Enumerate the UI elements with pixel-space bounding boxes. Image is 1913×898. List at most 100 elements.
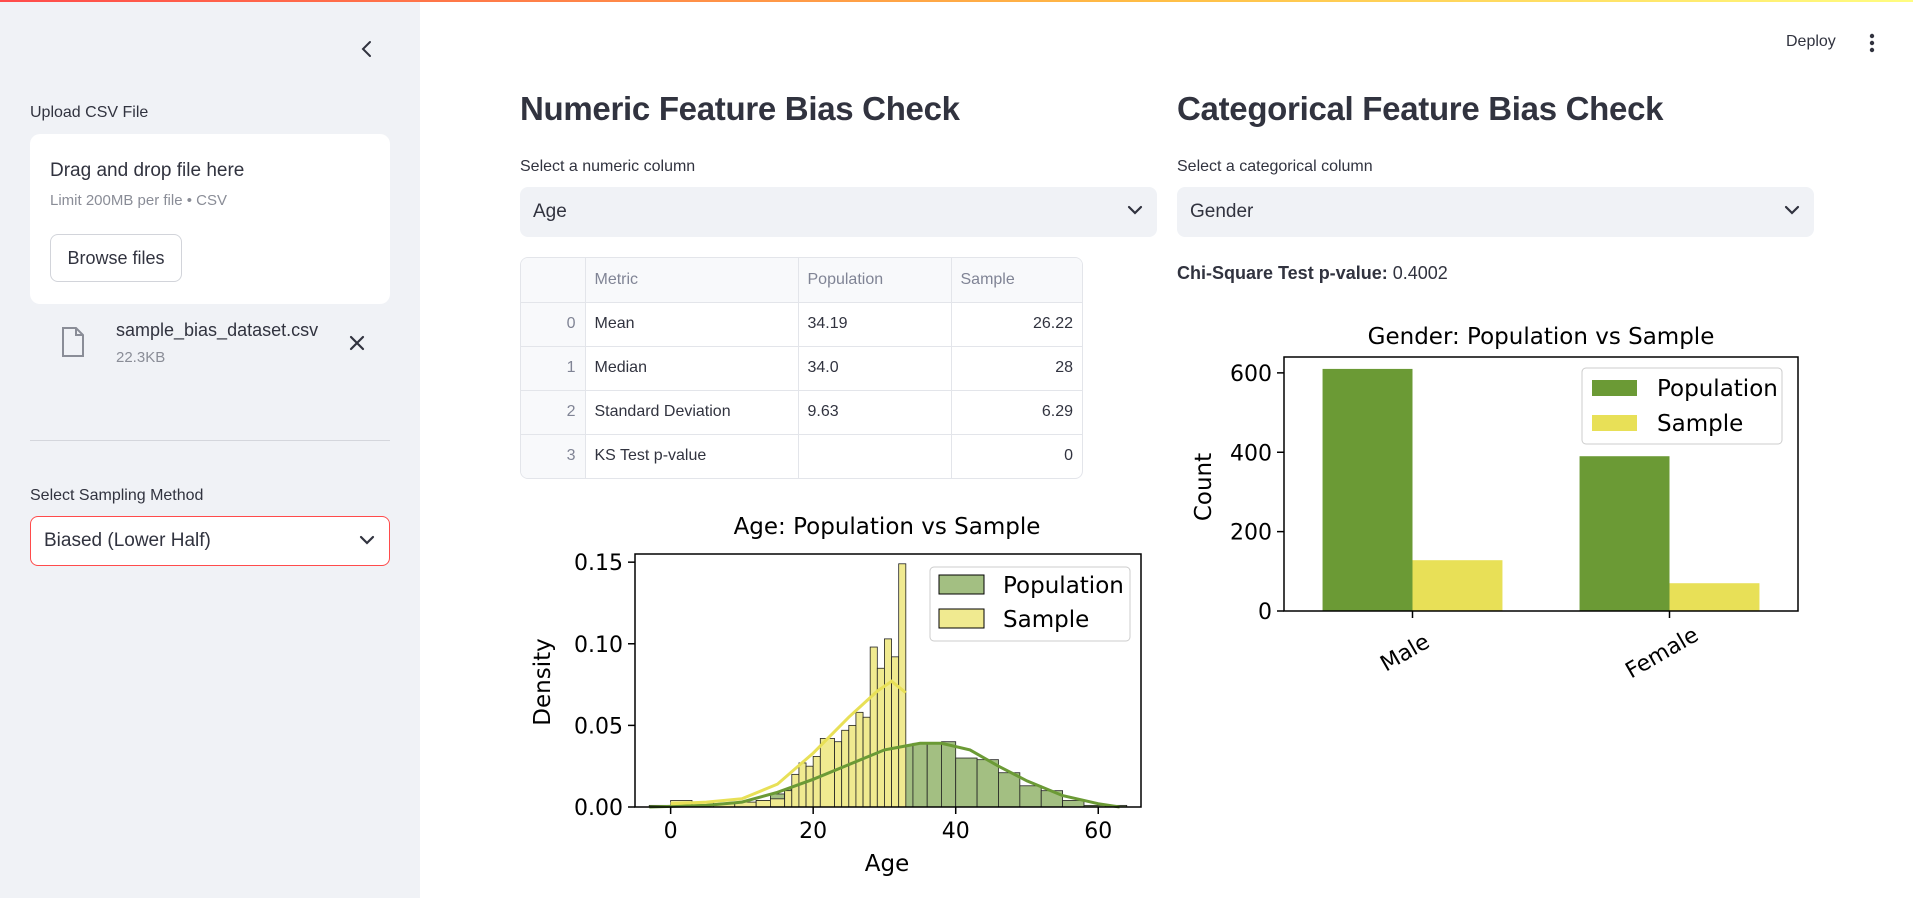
histogram-bar bbox=[805, 765, 814, 808]
table-cell: 34.0 bbox=[798, 346, 952, 391]
histogram-bar bbox=[898, 563, 907, 808]
column-header bbox=[521, 258, 586, 303]
histogram-bar bbox=[834, 741, 843, 808]
sidebar-divider bbox=[30, 440, 390, 441]
row-index: 2 bbox=[521, 390, 586, 435]
numeric-select-value: Age bbox=[533, 201, 567, 222]
column-header: Population bbox=[798, 258, 952, 303]
uploaded-file-name: sample_bias_dataset.csv bbox=[116, 320, 319, 340]
gender-bar-chart: Gender: Population vs Sample Male Female 0… bbox=[1191, 324, 1799, 684]
legend: Population Sample bbox=[929, 566, 1131, 642]
column-header: Metric bbox=[585, 258, 799, 303]
table-header-row: Metric Population Sample bbox=[521, 258, 1082, 303]
bar bbox=[1322, 368, 1413, 611]
y-tick-label: 200 bbox=[1230, 521, 1272, 546]
column-header: Sample bbox=[951, 258, 1082, 303]
histogram-bar bbox=[869, 646, 878, 808]
x-axis-label: Age bbox=[865, 851, 909, 877]
numeric-section-title: Numeric Feature Bias Check bbox=[520, 90, 960, 127]
histogram-bar bbox=[891, 656, 900, 808]
sampling-method-label: Select Sampling Method bbox=[30, 487, 204, 504]
table-cell: Mean bbox=[585, 302, 799, 347]
y-tick-label: 600 bbox=[1230, 362, 1272, 387]
y-tick-label: 400 bbox=[1230, 441, 1272, 466]
sampling-method-value: Biased (Lower Half) bbox=[44, 530, 211, 551]
numeric-column-select[interactable]: Age bbox=[520, 187, 1157, 237]
file-dropzone[interactable]: Drag and drop file here Limit 200MB per … bbox=[30, 134, 390, 304]
histogram-bar bbox=[755, 800, 771, 808]
uploaded-file-size: 22.3KB bbox=[116, 349, 166, 366]
table-cell: 0 bbox=[1064, 447, 1073, 465]
age-histogram-chart: Age: Population vs Sample 0 20 40 60 0.00 0.0… bbox=[530, 514, 1142, 877]
legend-label: Sample bbox=[1657, 411, 1743, 437]
top-accent-line bbox=[0, 0, 1913, 2]
table-cell: KS Test p-value bbox=[585, 434, 799, 478]
chevron-left-icon[interactable] bbox=[358, 38, 376, 60]
table-cell: 28 bbox=[951, 346, 1082, 391]
row-index: 3 bbox=[521, 434, 586, 478]
table-cell: 9.63 bbox=[798, 390, 952, 435]
legend-swatch bbox=[1592, 415, 1637, 431]
chevron-down-icon bbox=[1784, 205, 1800, 215]
kde-line bbox=[649, 741, 1120, 809]
x-tick-label: Female bbox=[1622, 623, 1703, 684]
plot-frame bbox=[1283, 356, 1799, 612]
categorical-select-label: Select a categorical column bbox=[1177, 158, 1373, 175]
histogram-bar bbox=[770, 798, 786, 808]
legend-swatch bbox=[938, 574, 985, 595]
histogram-bar bbox=[1019, 785, 1042, 808]
table-cell bbox=[798, 434, 952, 478]
histogram-bar bbox=[912, 742, 928, 808]
histogram-bar bbox=[784, 790, 793, 808]
file-icon bbox=[62, 327, 84, 357]
dropzone-limit: Limit 200MB per file • CSV bbox=[50, 192, 227, 209]
histogram-bar bbox=[976, 759, 999, 808]
legend-swatch bbox=[938, 608, 985, 629]
categorical-column-select[interactable]: Gender bbox=[1177, 187, 1814, 237]
sidebar: Upload CSV File Drag and drop file here … bbox=[0, 2, 420, 898]
dropzone-title: Drag and drop file here bbox=[50, 160, 245, 181]
metrics-table[interactable]: Metric Population Sample 0 Mean 34.19 26… bbox=[520, 257, 1083, 479]
row-index: 0 bbox=[521, 302, 586, 347]
chart-title: Gender: Population vs Sample bbox=[1368, 324, 1715, 350]
bar bbox=[1669, 583, 1760, 611]
categorical-select-value: Gender bbox=[1190, 201, 1254, 222]
x-tick-label: 0 bbox=[664, 819, 678, 844]
legend-label: Population bbox=[1003, 573, 1124, 599]
chevron-down-icon bbox=[359, 535, 375, 545]
table-row: 1 Median 34.0 28 bbox=[521, 346, 1082, 391]
chi-square-result: Chi-Square Test p-value: 0.4002 bbox=[1177, 263, 1448, 284]
y-tick-label: 0.10 bbox=[574, 633, 623, 658]
browse-files-button[interactable]: Browse files bbox=[50, 234, 182, 282]
legend-swatch bbox=[1592, 380, 1637, 396]
row-index: 1 bbox=[521, 346, 586, 391]
chart-title: Age: Population vs Sample bbox=[734, 514, 1041, 540]
categorical-section-title: Categorical Feature Bias Check bbox=[1177, 90, 1664, 127]
sampling-method-select[interactable]: Biased (Lower Half) bbox=[30, 516, 390, 566]
histogram-bar bbox=[998, 772, 1021, 808]
histogram-bar bbox=[926, 742, 942, 808]
upload-label: Upload CSV File bbox=[30, 104, 149, 121]
chevron-down-icon bbox=[1127, 205, 1143, 215]
deploy-button[interactable]: Deploy bbox=[1786, 33, 1836, 50]
x-tick-label: 40 bbox=[942, 819, 970, 844]
histogram-bar bbox=[848, 724, 857, 808]
y-tick-label: 0 bbox=[1258, 600, 1272, 625]
y-axis-label: Count bbox=[1191, 453, 1217, 521]
close-icon[interactable] bbox=[346, 332, 368, 354]
y-tick-label: 0.15 bbox=[574, 551, 623, 576]
chi-square-value: 0.4002 bbox=[1392, 263, 1448, 283]
x-tick-label: 20 bbox=[799, 819, 827, 844]
more-options-icon[interactable] bbox=[1866, 32, 1878, 54]
legend: Population Sample bbox=[1581, 367, 1783, 445]
numeric-select-label: Select a numeric column bbox=[520, 158, 696, 175]
plot-frame bbox=[634, 553, 1142, 808]
table-row: 2 Standard Deviation 9.63 6.29 bbox=[521, 390, 1082, 435]
table-cell: Standard Deviation bbox=[585, 390, 799, 435]
table-cell: 26.22 bbox=[951, 302, 1082, 347]
x-tick-label: Male bbox=[1376, 630, 1434, 678]
bar bbox=[1579, 456, 1670, 611]
histogram-bar bbox=[884, 638, 892, 808]
bar bbox=[1412, 560, 1503, 611]
chi-square-label: Chi-Square Test p-value: bbox=[1177, 263, 1388, 283]
